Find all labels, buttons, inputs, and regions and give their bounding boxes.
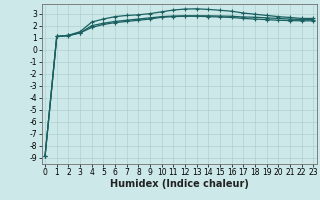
X-axis label: Humidex (Indice chaleur): Humidex (Indice chaleur) bbox=[110, 179, 249, 189]
